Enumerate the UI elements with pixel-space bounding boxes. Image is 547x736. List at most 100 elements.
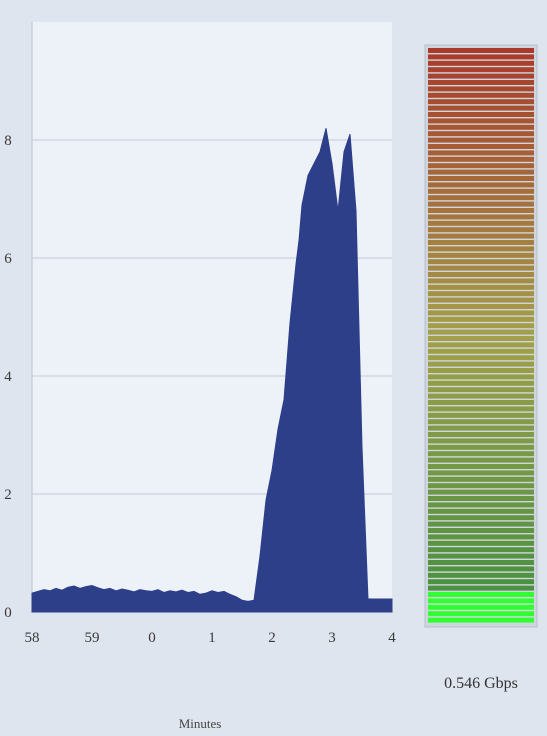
meter-segment <box>428 144 534 149</box>
meter-segment <box>428 598 534 604</box>
meter-segment <box>428 137 534 143</box>
meter-segment <box>428 451 534 457</box>
meter-segment <box>428 617 534 623</box>
meter-segment <box>428 483 534 489</box>
meter-segment <box>428 188 534 194</box>
meter-segment <box>428 80 534 85</box>
meter-segment <box>428 342 534 348</box>
meter-segment <box>428 374 534 380</box>
meter-segment <box>428 348 534 354</box>
meter-segment <box>428 419 534 425</box>
meter-segment <box>428 604 534 610</box>
meter-segment <box>428 86 534 92</box>
meter-segment <box>428 233 534 239</box>
meter-segment <box>428 406 534 412</box>
meter-segment <box>428 572 534 578</box>
meter-segment <box>428 470 534 476</box>
meter-segment <box>428 220 534 226</box>
y-tick-label: 4 <box>4 369 12 385</box>
meter-segment <box>428 195 534 201</box>
meter-segment <box>428 156 534 162</box>
meter-segment <box>428 310 534 316</box>
meter-segment <box>428 182 534 188</box>
meter-segment <box>428 432 534 437</box>
meter-segment <box>428 515 534 521</box>
meter-segment <box>428 208 534 213</box>
meter-segment <box>428 592 534 597</box>
y-tick-label: 8 <box>4 133 12 149</box>
meter-segment <box>428 252 534 258</box>
meter-segment <box>428 329 534 335</box>
meter-segment <box>428 611 534 617</box>
y-tick-label: 6 <box>4 251 12 267</box>
meter-segment <box>428 400 534 405</box>
x-axis-label: Minutes <box>179 716 222 731</box>
meter-segment <box>428 259 534 265</box>
meter-segment <box>428 464 534 469</box>
meter-segment <box>428 412 534 418</box>
meter-segment <box>428 566 534 572</box>
meter-segment <box>428 361 534 367</box>
x-tick-label: 59 <box>85 630 100 646</box>
meter-segment <box>428 124 534 130</box>
meter-segment <box>428 92 534 98</box>
meter-segment <box>428 54 534 60</box>
meter-segment <box>428 560 534 565</box>
meter-segment <box>428 553 534 559</box>
meter-segment <box>428 528 534 533</box>
meter-segment <box>428 291 534 297</box>
meter-segment <box>428 540 534 546</box>
meter-segment <box>428 304 534 309</box>
meter-segment <box>428 118 534 124</box>
meter-segment <box>428 508 534 514</box>
meter-segment <box>428 284 534 290</box>
meter-segment <box>428 336 534 341</box>
meter-segment <box>428 368 534 373</box>
meter-segment <box>428 534 534 540</box>
meter-segment <box>428 355 534 361</box>
meter-segment <box>428 457 534 463</box>
meter-segment <box>428 476 534 482</box>
x-tick-label: 3 <box>328 630 336 646</box>
meter-segment <box>428 163 534 169</box>
meter-segment <box>428 246 534 252</box>
meter-segment <box>428 105 534 111</box>
x-tick-label: 2 <box>268 630 276 646</box>
x-tick-label: 0 <box>148 630 156 646</box>
meter-segment <box>428 214 534 220</box>
meter-segment <box>428 240 534 245</box>
meter-segment <box>428 48 534 53</box>
meter-segment <box>428 387 534 393</box>
throughput-area <box>31 128 393 613</box>
meter-segment <box>428 316 534 322</box>
meter-segment <box>428 521 534 527</box>
x-tick-label: 1 <box>208 630 216 646</box>
meter-segment <box>428 99 534 105</box>
meter-segment <box>428 444 534 450</box>
throughput-readout: 0.546 Gbps <box>444 675 518 692</box>
meter-segment <box>428 169 534 175</box>
meter-segment <box>428 227 534 233</box>
meter-segment <box>428 380 534 386</box>
meter-segment <box>428 438 534 444</box>
meter-segment <box>428 496 534 501</box>
meter-segment <box>428 547 534 553</box>
meter-segment <box>428 201 534 207</box>
meter-segment <box>428 297 534 303</box>
meter-segment <box>428 585 534 591</box>
meter-segment <box>428 278 534 284</box>
meter-segment <box>428 272 534 277</box>
meter-segment <box>428 176 534 181</box>
x-tick-label: 58 <box>25 630 40 646</box>
meter-segment <box>428 131 534 137</box>
meter-segment <box>428 323 534 329</box>
meter-segment <box>428 73 534 79</box>
meter-segment <box>428 502 534 508</box>
meter-segment <box>428 489 534 495</box>
meter-segment <box>428 60 534 66</box>
y-tick-label: 0 <box>4 605 12 621</box>
y-tick-label: 2 <box>4 487 12 503</box>
meter-segment <box>428 67 534 73</box>
